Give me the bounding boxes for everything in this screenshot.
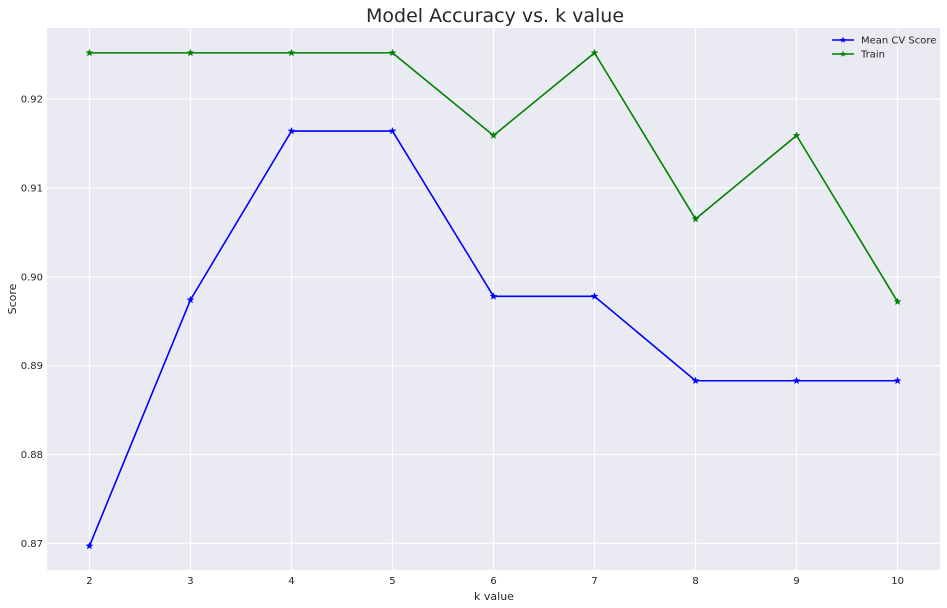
data-point-mean-cv-score xyxy=(388,126,397,135)
legend-label-train: Train xyxy=(860,50,885,61)
x-tick-label: 7 xyxy=(591,576,597,587)
y-axis-label: Score xyxy=(6,283,19,314)
data-point-mean-cv-score xyxy=(186,295,195,304)
data-point-train xyxy=(590,48,599,57)
data-point-mean-cv-score xyxy=(792,376,801,385)
y-tick-label: 0.90 xyxy=(21,272,43,283)
data-point-train xyxy=(489,131,498,139)
data-point-train xyxy=(287,48,296,57)
legend-marker-mean-cv-score xyxy=(839,36,847,43)
data-point-train xyxy=(388,48,397,57)
x-tick-label: 8 xyxy=(692,576,698,587)
y-tick-label: 0.92 xyxy=(21,95,43,106)
data-point-train xyxy=(85,48,94,57)
x-tick-label: 9 xyxy=(793,576,799,587)
x-axis-label: k value xyxy=(474,590,514,603)
series-mean-cv-score xyxy=(85,126,902,550)
data-point-mean-cv-score xyxy=(893,376,902,385)
x-tick-label: 10 xyxy=(891,576,904,587)
data-point-train xyxy=(186,48,195,57)
series-layer xyxy=(85,48,902,550)
x-tick-label: 4 xyxy=(288,576,294,587)
chart-title: Model Accuracy vs. k value xyxy=(366,5,624,27)
data-point-mean-cv-score xyxy=(691,376,700,385)
data-point-mean-cv-score xyxy=(287,126,296,135)
x-tick-label: 2 xyxy=(86,576,92,587)
y-tick-label: 0.89 xyxy=(21,361,43,372)
y-tick-label: 0.87 xyxy=(21,539,43,550)
data-point-mean-cv-score xyxy=(85,541,94,550)
data-point-train xyxy=(691,214,700,223)
legend-label-mean-cv-score: Mean CV Score xyxy=(861,36,936,47)
y-tick-label: 0.88 xyxy=(21,450,43,461)
legend-marker-train xyxy=(839,50,847,57)
data-point-mean-cv-score xyxy=(489,292,498,300)
x-tick-label: 5 xyxy=(389,576,395,587)
data-point-train xyxy=(792,131,801,139)
x-tick-label: 6 xyxy=(490,576,496,587)
x-axis-ticks: 2 3 4 5 6 7 8 9 10 xyxy=(86,576,904,587)
data-point-train xyxy=(893,297,902,306)
data-point-mean-cv-score xyxy=(590,292,599,300)
y-axis-ticks: 0.87 0.88 0.89 0.90 0.91 0.92 xyxy=(21,95,43,550)
y-tick-label: 0.91 xyxy=(21,183,43,194)
x-tick-label: 3 xyxy=(187,576,193,587)
series-train xyxy=(85,48,902,306)
legend: Mean CV Score Train xyxy=(832,36,936,61)
grid-lines xyxy=(47,28,940,570)
